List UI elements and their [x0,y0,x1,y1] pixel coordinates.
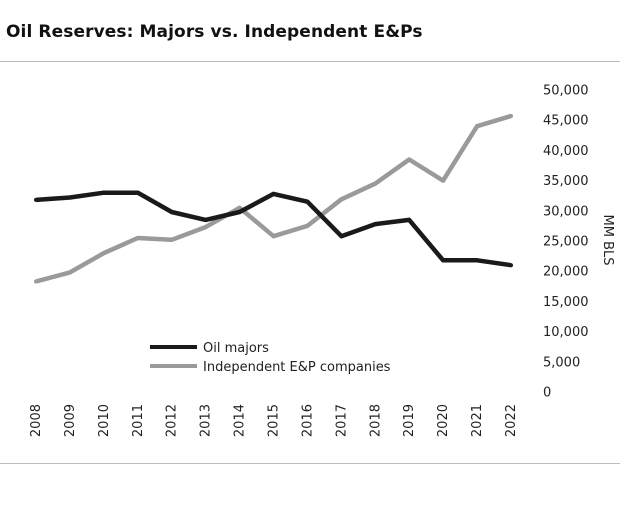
y-tick-label: 50,000 [543,84,589,99]
data-point-independent-e-p-companies [407,157,412,162]
data-point-oil-majors [169,210,174,214]
x-tick-label: 2015 [267,404,282,437]
y-tick-label: 45,000 [543,114,589,129]
data-point-independent-e-p-companies [237,205,242,210]
x-tick-label: 2012 [165,404,180,437]
x-tick-label: 2010 [97,404,112,437]
y-axis-ticks: 0 5,000 10,000 15,000 20,000 25,000 30,000 35,0… [543,84,589,401]
series-line-oil-majors [35,190,512,268]
x-tick-label: 2020 [436,404,451,437]
data-point-independent-e-p-companies [101,251,106,256]
y-tick-label: 0 [543,386,551,401]
data-point-independent-e-p-companies [271,234,276,239]
x-tick-label: 2008 [29,404,44,437]
data-point-oil-majors [203,217,208,222]
y-axis-label: MM BLS [600,215,615,266]
data-point-independent-e-p-companies [441,178,446,183]
data-point-independent-e-p-companies [169,237,174,242]
chart-title: Oil Reserves: Majors vs. Independent E&P… [6,22,423,42]
x-tick-label: 2011 [131,404,146,437]
data-point-oil-majors [271,191,276,196]
legend-label-oil-majors: Oil majors [203,341,269,356]
data-point-oil-majors [34,197,38,202]
top-divider [0,61,620,62]
x-tick-label: 2009 [63,404,78,437]
x-axis-ticks: 2008 2009 2010 2011 2012 2013 2014 2015 2016 2017… [29,404,519,437]
x-tick-label: 2019 [402,404,417,437]
y-tick-label: 40,000 [543,144,589,159]
data-point-independent-e-p-companies [373,181,378,186]
data-point-oil-majors [339,234,344,239]
y-tick-label: 35,000 [543,174,589,189]
data-point-independent-e-p-companies [135,236,140,240]
data-point-oil-majors [441,258,446,263]
data-point-independent-e-p-companies [305,223,310,228]
data-point-independent-e-p-companies [339,197,344,202]
bottom-divider [0,463,620,464]
data-point-oil-majors [305,199,310,204]
series-layer [34,113,513,284]
data-point-independent-e-p-companies [34,279,38,284]
y-tick-label: 25,000 [543,235,589,250]
x-tick-label: 2017 [334,404,349,437]
data-point-oil-majors [67,195,72,200]
legend-label-independent-ep: Independent E&P companies [203,360,391,375]
y-tick-label: 10,000 [543,325,589,340]
data-point-independent-e-p-companies [509,114,513,118]
x-tick-label: 2013 [199,404,214,437]
x-tick-label: 2021 [470,404,485,437]
data-point-oil-majors [407,217,412,222]
y-tick-label: 30,000 [543,204,589,219]
data-point-oil-majors [237,210,242,214]
data-point-independent-e-p-companies [203,225,208,230]
x-tick-label: 2022 [504,404,519,437]
x-tick-label: 2018 [368,404,383,437]
data-point-oil-majors [135,190,140,195]
y-tick-label: 20,000 [543,265,589,280]
x-tick-label: 2014 [233,404,248,437]
data-point-oil-majors [101,190,106,195]
x-tick-label: 2016 [300,404,315,437]
data-point-independent-e-p-companies [475,124,480,129]
y-tick-label: 5,000 [543,355,580,370]
data-point-oil-majors [475,258,480,263]
data-point-independent-e-p-companies [67,270,72,275]
data-point-oil-majors [509,263,513,268]
y-tick-label: 15,000 [543,295,589,310]
legend: Oil majors Independent E&P companies [150,341,391,375]
data-point-oil-majors [373,222,378,227]
